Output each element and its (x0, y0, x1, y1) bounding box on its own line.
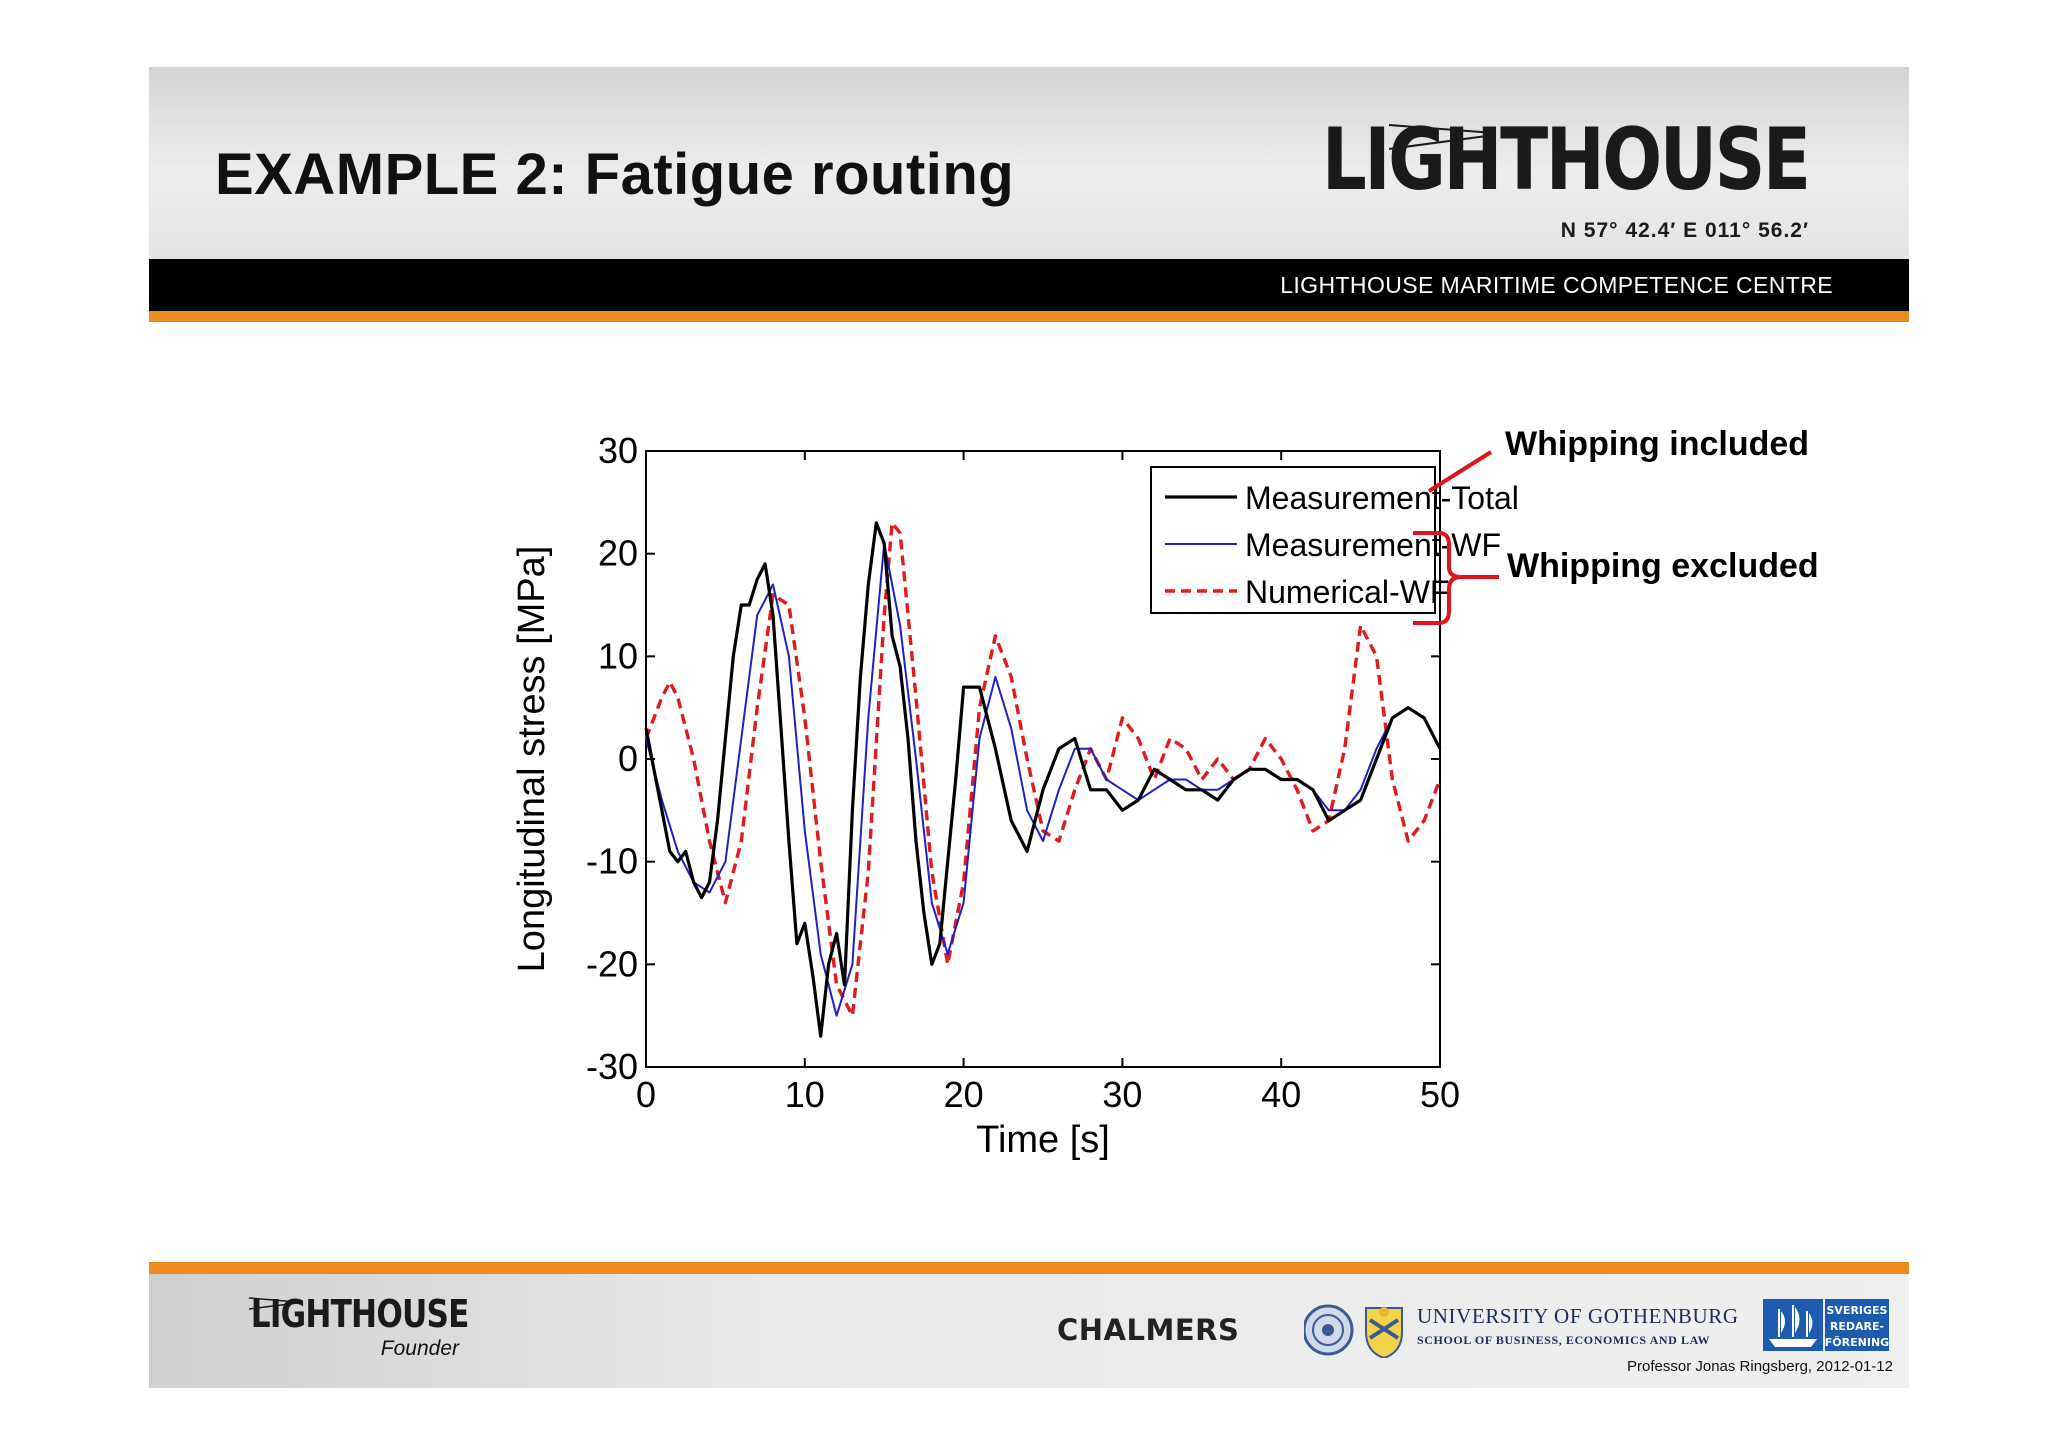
chalmers-logo: CHALMERS (1057, 1313, 1240, 1347)
school-name: SCHOOL OF BUSINESS, ECONOMICS AND LAW (1417, 1333, 1711, 1347)
footer-band (149, 1274, 1909, 1388)
logo-coordinates: N 57° 42.4′ E 011° 56.2′ (1560, 219, 1809, 242)
annotation-whipping-included: Whipping included (1505, 425, 1810, 463)
lighthouse-beam-icon (1389, 124, 1495, 150)
logo-wordmark: LIGHTHOUSE (1322, 110, 1811, 210)
legend-entry: Measurement-Total (1245, 480, 1519, 516)
y-tick-label: -30 (586, 1046, 638, 1087)
university-seal-icon (1304, 1304, 1403, 1358)
x-tick-label: 50 (1420, 1074, 1460, 1115)
y-tick-label: -10 (586, 841, 638, 882)
slide: EXAMPLE 2: Fatigue routing LIGHTHOUSE N … (149, 67, 1909, 1388)
legend-entry: Measurement-WF (1245, 527, 1501, 563)
legend: Measurement-Total Measurement-WF Numerical… (1150, 466, 1519, 614)
footer-logo-wordmark: LIGHTHOUSE (251, 1292, 470, 1336)
x-axis-label: Time [s] (976, 1119, 1110, 1161)
footer-orange-stripe (149, 1262, 1909, 1274)
y-tick-label: 20 (598, 533, 638, 574)
axis-ticks: 0 10 20 30 40 50 -30 -20 -10 0 10 20 30 (586, 430, 1460, 1115)
annotation-whipping-excluded: Whipping excluded (1507, 547, 1819, 585)
slide-title: EXAMPLE 2: Fatigue routing (215, 142, 1015, 207)
srf-line-1: SVERIGES (1827, 1304, 1888, 1317)
university-name: UNIVERSITY OF GOTHENBURG (1417, 1304, 1739, 1328)
header-orange-stripe (149, 311, 1909, 322)
srf-line-3: FÖRENING (1825, 1335, 1889, 1349)
banner-bar: LIGHTHOUSE MARITIME COMPETENCE CENTRE (149, 259, 1909, 311)
legend-box (1150, 466, 1436, 614)
legend-entry: Numerical-WF (1245, 574, 1449, 610)
x-tick-label: 30 (1102, 1074, 1142, 1115)
x-tick-label: 10 (785, 1074, 825, 1115)
series-line-numerical-wf (644, 521, 1442, 1018)
y-tick-label: -20 (586, 943, 638, 984)
footer-lighthouse-logo: LIGHTHOUSE Founder (249, 1292, 470, 1365)
x-tick-label: 20 (944, 1074, 984, 1115)
y-axis-label: Longitudinal stress [MPa] (511, 546, 553, 973)
footer-beam-icon (249, 1297, 298, 1310)
srf-line-2: REDARE- (1830, 1320, 1884, 1333)
series-line-measurement-total (644, 521, 1442, 1038)
header-band: EXAMPLE 2: Fatigue routing LIGHTHOUSE N … (149, 67, 1909, 259)
x-tick-label: 0 (636, 1074, 656, 1115)
footer-credit: Professor Jonas Ringsberg, 2012-01-12 (1627, 1358, 1893, 1375)
series-lines (644, 521, 1442, 1038)
x-tick-label: 40 (1261, 1074, 1301, 1115)
footer-founder-label: Founder (380, 1337, 459, 1360)
y-tick-label: 0 (618, 738, 638, 779)
shipowners-association-logo: SVERIGES REDARE- FÖRENING (1763, 1299, 1889, 1351)
lighthouse-logo: LIGHTHOUSE N 57° 42.4′ E 011° 56.2′ (1322, 117, 1811, 257)
y-tick-label: 30 (598, 430, 638, 471)
banner-text: LIGHTHOUSE MARITIME COMPETENCE CENTRE (1280, 272, 1833, 298)
annotation-markers (1413, 450, 1499, 625)
stress-time-chart: 0 10 20 30 40 50 -30 -20 -10 0 10 20 30 Time [s] Lon… (511, 430, 1519, 1161)
y-tick-label: 10 (598, 635, 638, 676)
annotation-pointer-line (1427, 450, 1493, 493)
